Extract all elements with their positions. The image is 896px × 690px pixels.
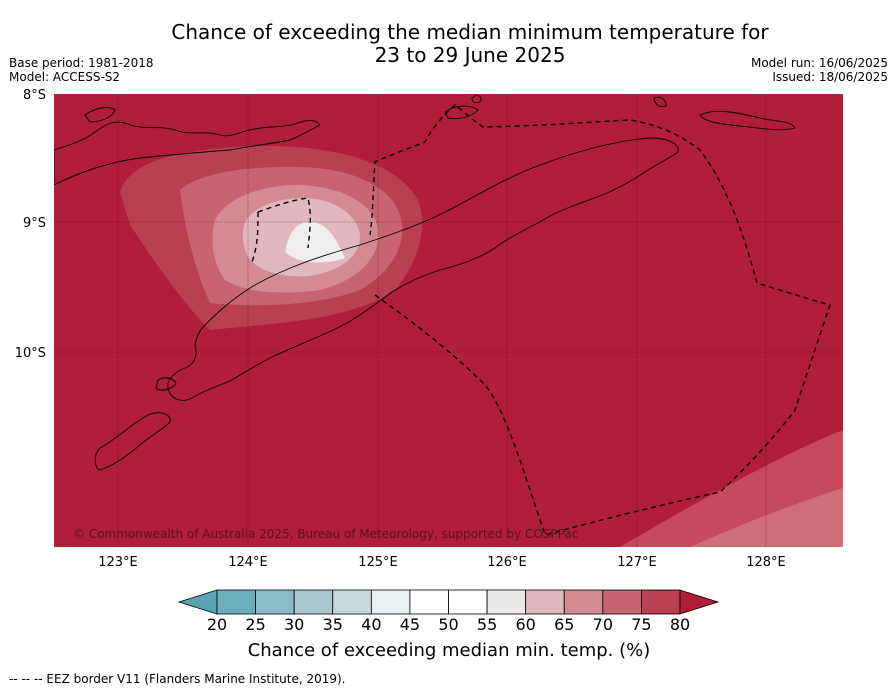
colorbar-swatch — [641, 589, 681, 615]
colorbar-tick-label: 65 — [554, 615, 574, 634]
probability-contours — [120, 145, 843, 547]
eez-border — [251, 104, 831, 536]
model-label: Model: ACCESS-S2 — [9, 70, 121, 84]
colorbar-tick-label: 45 — [400, 615, 420, 634]
colorbar-swatch — [525, 589, 565, 615]
chart-title-line-1: Chance of exceeding the median minimum t… — [171, 20, 769, 44]
base-period-label: Base period: 1981-2018 — [9, 56, 154, 70]
colorbar-swatch — [370, 589, 411, 615]
colorbar-tick-label: 30 — [284, 615, 304, 634]
colorbar-tick-label: 75 — [631, 615, 651, 634]
flores-coast — [54, 119, 321, 186]
lon-label-128e: 128°E — [746, 555, 786, 570]
island-coast-2 — [444, 105, 479, 120]
coastlines — [54, 95, 796, 471]
island-coast-3 — [471, 95, 482, 104]
colorbar-swatch — [293, 589, 334, 615]
issued-label: Issued: 18/06/2025 — [772, 70, 888, 84]
contour-55-60 — [285, 222, 345, 263]
lon-label-123e: 123°E — [98, 555, 138, 570]
lon-label-126e: 126°E — [487, 555, 527, 570]
colorbar-title: Chance of exceeding median min. temp. (%… — [247, 640, 651, 661]
colorbar-swatch — [563, 589, 604, 615]
lat-label-8s: 8°S — [23, 88, 46, 103]
colorbar-swatch — [602, 589, 642, 615]
colorbar-tick-label: 80 — [670, 615, 690, 634]
colorbar-swatch — [448, 589, 488, 615]
colorbar-extend-high — [679, 589, 720, 615]
colorbar-tick-label: 35 — [323, 615, 343, 634]
colorbar-swatch — [409, 589, 449, 615]
timor-coast — [167, 137, 679, 401]
lon-label-125e: 125°E — [358, 555, 398, 570]
island-coast-5 — [699, 110, 796, 131]
rote-coast — [94, 412, 171, 471]
colorbar-tick-label: 60 — [515, 615, 535, 634]
lon-label-127e: 127°E — [617, 555, 657, 570]
colorbar-tick-label: 70 — [593, 615, 613, 634]
colorbar-swatch — [332, 589, 372, 615]
eez-footnote: -- -- -- EEZ border V11 (Flanders Marine… — [9, 672, 346, 686]
colorbar-extend-low — [177, 589, 218, 615]
colorbar — [177, 589, 720, 615]
lat-label-9s: 9°S — [23, 216, 46, 231]
lon-label-124e: 124°E — [228, 555, 268, 570]
contour-se-70-75 — [690, 488, 843, 547]
colorbar-tick-labels: 20 25 30 35 40 45 50 55 60 65 70 75 80 — [207, 615, 690, 634]
lat-label-10s: 10°S — [15, 346, 46, 361]
chart-title-line-2: 23 to 29 June 2025 — [374, 43, 566, 67]
colorbar-tick-label: 50 — [438, 615, 458, 634]
island-coast-4 — [653, 96, 667, 108]
model-run-label: Model run: 16/06/2025 — [750, 56, 888, 70]
copyright-text: © Commonwealth of Australia 2025, Bureau… — [73, 527, 578, 541]
colorbar-tick-label: 55 — [477, 615, 497, 634]
colorbar-tick-label: 40 — [361, 615, 381, 634]
colorbar-swatch — [255, 589, 295, 615]
island-coast-6 — [155, 377, 177, 391]
colorbar-swatch — [216, 589, 256, 615]
island-coast-1 — [84, 107, 116, 123]
colorbar-tick-label: 20 — [207, 615, 227, 634]
colorbar-tick-label: 25 — [245, 615, 265, 634]
colorbar-swatch — [486, 589, 527, 615]
